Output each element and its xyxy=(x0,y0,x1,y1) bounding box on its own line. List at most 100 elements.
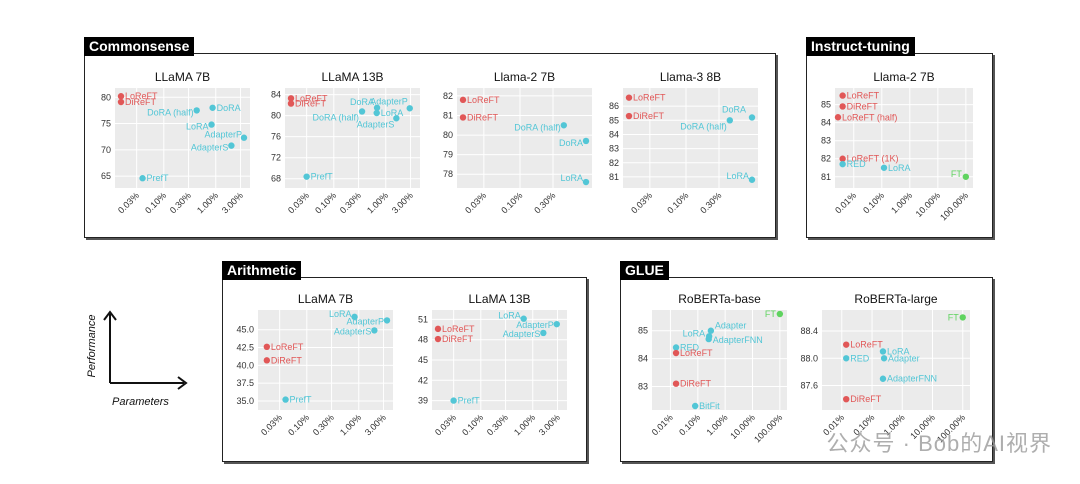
xtick-label-cs2: 3.00% xyxy=(390,190,415,215)
xtick-label-gl1: 0.01% xyxy=(650,412,675,437)
point-loreft-half- xyxy=(834,114,842,121)
ytick-label-cs4: 86 xyxy=(609,101,619,111)
ytick-label-cs1: 75 xyxy=(101,119,111,129)
point-label-dora: DoRA xyxy=(559,138,583,148)
point-label-direft: DiReFT xyxy=(442,334,474,344)
point-loreft xyxy=(459,96,467,104)
point-label-ft: FT xyxy=(765,309,776,319)
ytick-label-cs4: 81 xyxy=(609,172,619,182)
xtick-label-cs1: 1.00% xyxy=(195,190,220,215)
point-adapters xyxy=(371,327,378,334)
xtick-label-cs1: 0.03% xyxy=(116,190,141,215)
xtick-label-cs2: 0.03% xyxy=(286,190,311,215)
xtick-label-ar1: 1.00% xyxy=(338,412,363,437)
point-label-direft: DiReFT xyxy=(847,101,879,111)
ytick-label-gl1: 84 xyxy=(638,354,648,364)
xtick-label-ar2: 0.30% xyxy=(485,412,510,437)
ytick-label-ar1: 45.0 xyxy=(236,325,254,335)
point-label-preft: PrefT xyxy=(147,173,170,183)
ytick-label-cs2: 68 xyxy=(271,174,281,184)
point-label-ft: FT xyxy=(951,169,962,179)
plot-title-ar1: LLaMA 7B xyxy=(298,292,353,306)
point-label-adapter: Adapter xyxy=(715,321,747,331)
point-loreft-1k- xyxy=(839,155,846,162)
xtick-label-ar2: 3.00% xyxy=(537,412,562,437)
point-lora xyxy=(879,348,887,355)
point-label-dora-half-: DoRA (half) xyxy=(514,122,561,132)
point-label-dora: DoRA xyxy=(350,97,374,107)
point-label-adapterp: AdapterP xyxy=(346,316,384,326)
point-direft xyxy=(672,380,680,387)
point-label-lora: LoRA xyxy=(683,328,706,338)
point-label-lora: LoRA xyxy=(329,309,352,319)
point-label-adapters: AdapterS xyxy=(357,119,395,129)
plot-title-cs1: LLaMA 7B xyxy=(155,70,210,84)
x-legend-parameters: Parameters xyxy=(112,396,169,408)
ytick-label-gl1: 85 xyxy=(638,326,648,336)
ytick-label-it1: 82 xyxy=(821,154,831,164)
point-loreft xyxy=(672,349,680,357)
xtick-label-it1: 0.01% xyxy=(833,190,858,215)
ytick-label-cs1: 65 xyxy=(101,171,111,181)
point-lora xyxy=(373,109,380,117)
point-label-loreft: LoReFT xyxy=(467,95,500,105)
plot-background-ar1 xyxy=(258,310,393,410)
point-adapterp xyxy=(383,317,391,324)
point-label-dora: DoRA xyxy=(722,104,746,114)
xtick-label-ar1: 0.10% xyxy=(286,412,311,437)
point-loreft xyxy=(434,325,442,333)
point-loreft xyxy=(117,93,125,100)
plot-title-ar2: LLaMA 13B xyxy=(468,292,530,306)
point-loreft xyxy=(839,92,846,99)
ytick-label-gl2: 88.4 xyxy=(800,326,818,336)
point-dora xyxy=(748,114,756,121)
plot-title-cs4: Llama-3 8B xyxy=(660,70,721,84)
ytick-label-ar2: 51 xyxy=(418,314,428,324)
point-adapterp xyxy=(406,105,413,112)
point-adapterp xyxy=(240,134,248,141)
ytick-label-cs3: 80 xyxy=(443,130,453,140)
point-preft xyxy=(303,173,310,180)
point-ft xyxy=(962,173,970,180)
point-label-direft: DiReFT xyxy=(467,112,499,122)
point-label-adapterp: AdapterP xyxy=(370,96,408,106)
point-label-loreft: LoReFT xyxy=(847,91,880,101)
point-label-preft: PrefT xyxy=(290,395,313,405)
ytick-label-cs2: 72 xyxy=(271,153,281,163)
point-direft xyxy=(843,395,850,403)
point-dora xyxy=(582,137,590,145)
plot-title-cs3: Llama-2 7B xyxy=(494,70,555,84)
point-direft xyxy=(263,357,271,364)
ytick-label-cs2: 80 xyxy=(271,111,281,121)
plot-background-gl1 xyxy=(652,310,787,410)
xtick-label-it1: 0.10% xyxy=(861,190,886,215)
plot-background-cs3 xyxy=(457,88,592,188)
point-adapterp xyxy=(553,320,560,328)
point-lora xyxy=(748,176,756,183)
xtick-label-it1: 100.00% xyxy=(938,190,970,222)
xtick-label-ar2: 0.10% xyxy=(460,412,485,437)
point-lora xyxy=(351,313,358,321)
xtick-label-ar1: 0.03% xyxy=(259,412,284,437)
point-label-red: RED xyxy=(680,342,700,352)
point-preft xyxy=(450,397,457,404)
ytick-label-cs2: 84 xyxy=(271,90,281,100)
point-label-adapterp: AdapterP xyxy=(204,130,242,140)
point-bitfit xyxy=(691,402,699,410)
point-dora-half- xyxy=(193,107,200,114)
ytick-label-cs4: 84 xyxy=(609,129,619,139)
point-direft xyxy=(434,335,442,343)
point-label-loreft: LoReFT xyxy=(633,93,666,103)
point-label-adapterfnn: AdapterFNN xyxy=(713,335,763,345)
point-label-loreft: LoReFT xyxy=(850,340,883,350)
xtick-label-cs1: 0.30% xyxy=(168,190,193,215)
point-label-loreft: LoReFT xyxy=(125,91,158,101)
point-dora xyxy=(209,104,216,111)
xtick-label-it1: 1.00% xyxy=(889,190,914,215)
ytick-label-it1: 85 xyxy=(821,100,831,110)
point-label-direft: DiReFT xyxy=(680,379,712,389)
ytick-label-cs4: 82 xyxy=(609,158,619,168)
point-red xyxy=(672,344,680,351)
ytick-label-gl2: 87.6 xyxy=(800,381,818,391)
